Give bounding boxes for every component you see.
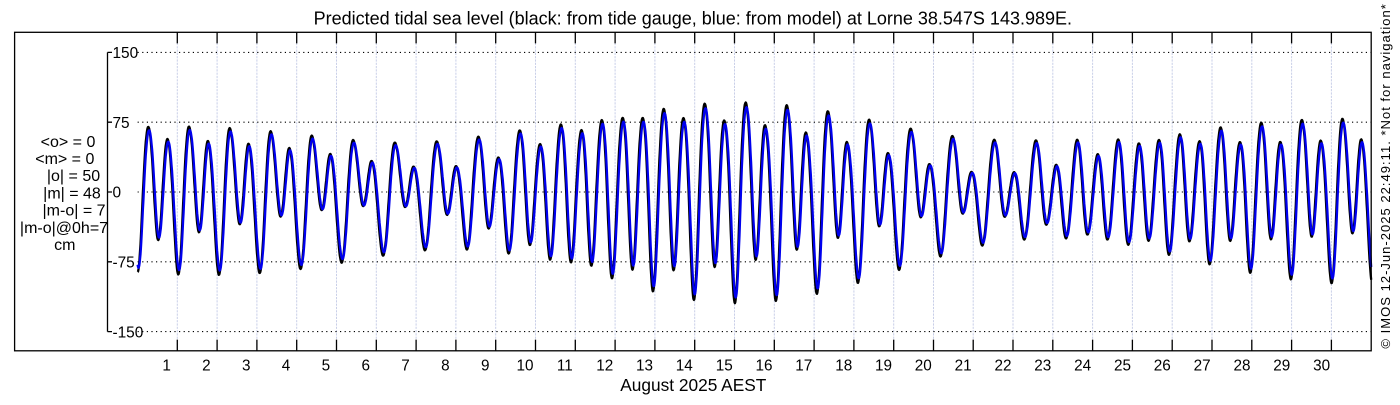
svg-text:August 2025 AEST: August 2025 AEST <box>620 375 766 395</box>
svg-text:11: 11 <box>557 357 573 374</box>
svg-text:|m-o|@0h=7: |m-o|@0h=7 <box>20 220 108 237</box>
svg-text:3: 3 <box>242 357 251 374</box>
svg-text:9: 9 <box>481 357 490 374</box>
svg-text:|m| = 48: |m| = 48 <box>43 185 101 202</box>
svg-text:8: 8 <box>441 357 450 374</box>
svg-text:15: 15 <box>716 357 733 374</box>
svg-text:29: 29 <box>1273 357 1290 374</box>
svg-text:25: 25 <box>1114 357 1131 374</box>
svg-text:26: 26 <box>1154 357 1171 374</box>
svg-text:28: 28 <box>1233 357 1250 374</box>
svg-text:4: 4 <box>282 357 291 374</box>
svg-text:23: 23 <box>1034 357 1051 374</box>
svg-text:6: 6 <box>361 357 370 374</box>
svg-text:19: 19 <box>875 357 892 374</box>
svg-text:12: 12 <box>596 357 613 374</box>
svg-text:150: 150 <box>113 45 139 62</box>
svg-text:-150: -150 <box>113 324 144 341</box>
svg-text:18: 18 <box>835 357 852 374</box>
svg-text:17: 17 <box>795 357 812 374</box>
svg-text:|m-o| = 7: |m-o| = 7 <box>43 203 106 220</box>
svg-text:24: 24 <box>1074 357 1092 374</box>
svg-text:2: 2 <box>202 357 211 374</box>
svg-text:Predicted tidal sea level (bla: Predicted tidal sea level (black: from t… <box>314 8 1072 28</box>
svg-text:16: 16 <box>755 357 772 374</box>
svg-text:21: 21 <box>955 357 972 374</box>
svg-text:1: 1 <box>162 357 171 374</box>
svg-text:5: 5 <box>322 357 331 374</box>
svg-text:0: 0 <box>113 185 122 202</box>
svg-text:22: 22 <box>994 357 1011 374</box>
svg-text:75: 75 <box>113 115 130 132</box>
svg-text:<o> = 0: <o> = 0 <box>41 134 96 151</box>
svg-text:cm: cm <box>54 237 75 254</box>
svg-text:-75: -75 <box>113 255 135 272</box>
svg-text:|o| = 50: |o| = 50 <box>47 168 100 185</box>
svg-text:7: 7 <box>401 357 410 374</box>
svg-text:<m> = 0: <m> = 0 <box>35 151 94 168</box>
svg-text:20: 20 <box>915 357 932 374</box>
svg-text:© IMOS 12-Jun-2025 22:49:11. *: © IMOS 12-Jun-2025 22:49:11. *Not for na… <box>1378 3 1393 349</box>
svg-text:30: 30 <box>1313 357 1330 374</box>
svg-text:13: 13 <box>636 357 653 374</box>
svg-text:14: 14 <box>676 357 694 374</box>
svg-text:10: 10 <box>516 357 533 374</box>
svg-text:27: 27 <box>1194 357 1211 374</box>
